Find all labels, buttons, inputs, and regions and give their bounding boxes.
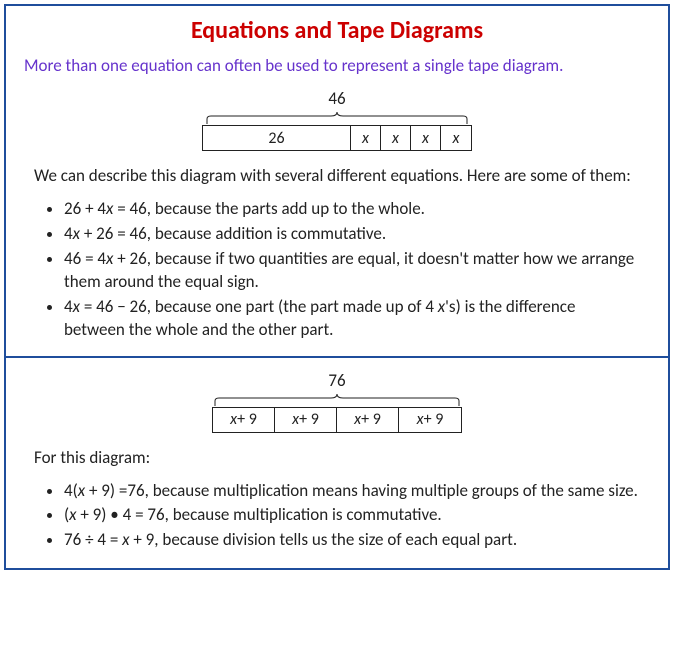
tape-cell: x + 9: [337, 408, 399, 432]
tape-cell: x + 9: [213, 408, 275, 432]
tape-cell: 26: [203, 126, 351, 150]
equation-item: (x + 9) • 4 = 76, because multiplication…: [64, 504, 638, 527]
tape-cell: x: [441, 126, 471, 150]
page-subtitle: More than one equation can often be used…: [24, 55, 650, 76]
section1-equations: 26 + 4x = 46, because the parts add up t…: [64, 198, 638, 342]
equation-item: 4x = 46 − 26, because one part (the part…: [64, 296, 638, 342]
tape2-total: 76: [24, 370, 650, 391]
tape1-total: 46: [24, 88, 650, 109]
equation-item: 4x + 26 = 46, because addition is commut…: [64, 223, 638, 246]
equation-item: 26 + 4x = 46, because the parts add up t…: [64, 198, 638, 221]
equation-item: 4(x + 9) =76, because multiplication mea…: [64, 480, 638, 503]
tape-diagram-2: 76 x + 9x + 9x + 9x + 9: [24, 370, 650, 433]
equation-item: 76 ÷ 4 = x + 9, because division tells u…: [64, 529, 638, 552]
page-title: Equations and Tape Diagrams: [24, 16, 650, 45]
tape-cell: x: [351, 126, 381, 150]
equation-item: 46 = 4x + 26, because if two quantities …: [64, 248, 638, 294]
tape1-brace: [205, 111, 469, 125]
tape2-cells: x + 9x + 9x + 9x + 9: [212, 407, 462, 433]
tape-cell: x + 9: [275, 408, 337, 432]
tape2-brace: [213, 393, 461, 407]
section1-intro: We can describe this diagram with severa…: [34, 165, 650, 188]
document-frame: Equations and Tape Diagrams More than on…: [4, 4, 670, 570]
tape-cell: x + 9: [399, 408, 461, 432]
section2-equations: 4(x + 9) =76, because multiplication mea…: [64, 480, 638, 553]
tape1-cells: 26xxxx: [202, 125, 472, 151]
tape-cell: x: [381, 126, 411, 150]
section2-intro: For this diagram:: [34, 447, 650, 470]
document-body: Equations and Tape Diagrams More than on…: [6, 6, 668, 568]
tape-cell: x: [411, 126, 441, 150]
tape-diagram-1: 46 26xxxx: [24, 88, 650, 151]
section-divider: [6, 356, 668, 358]
